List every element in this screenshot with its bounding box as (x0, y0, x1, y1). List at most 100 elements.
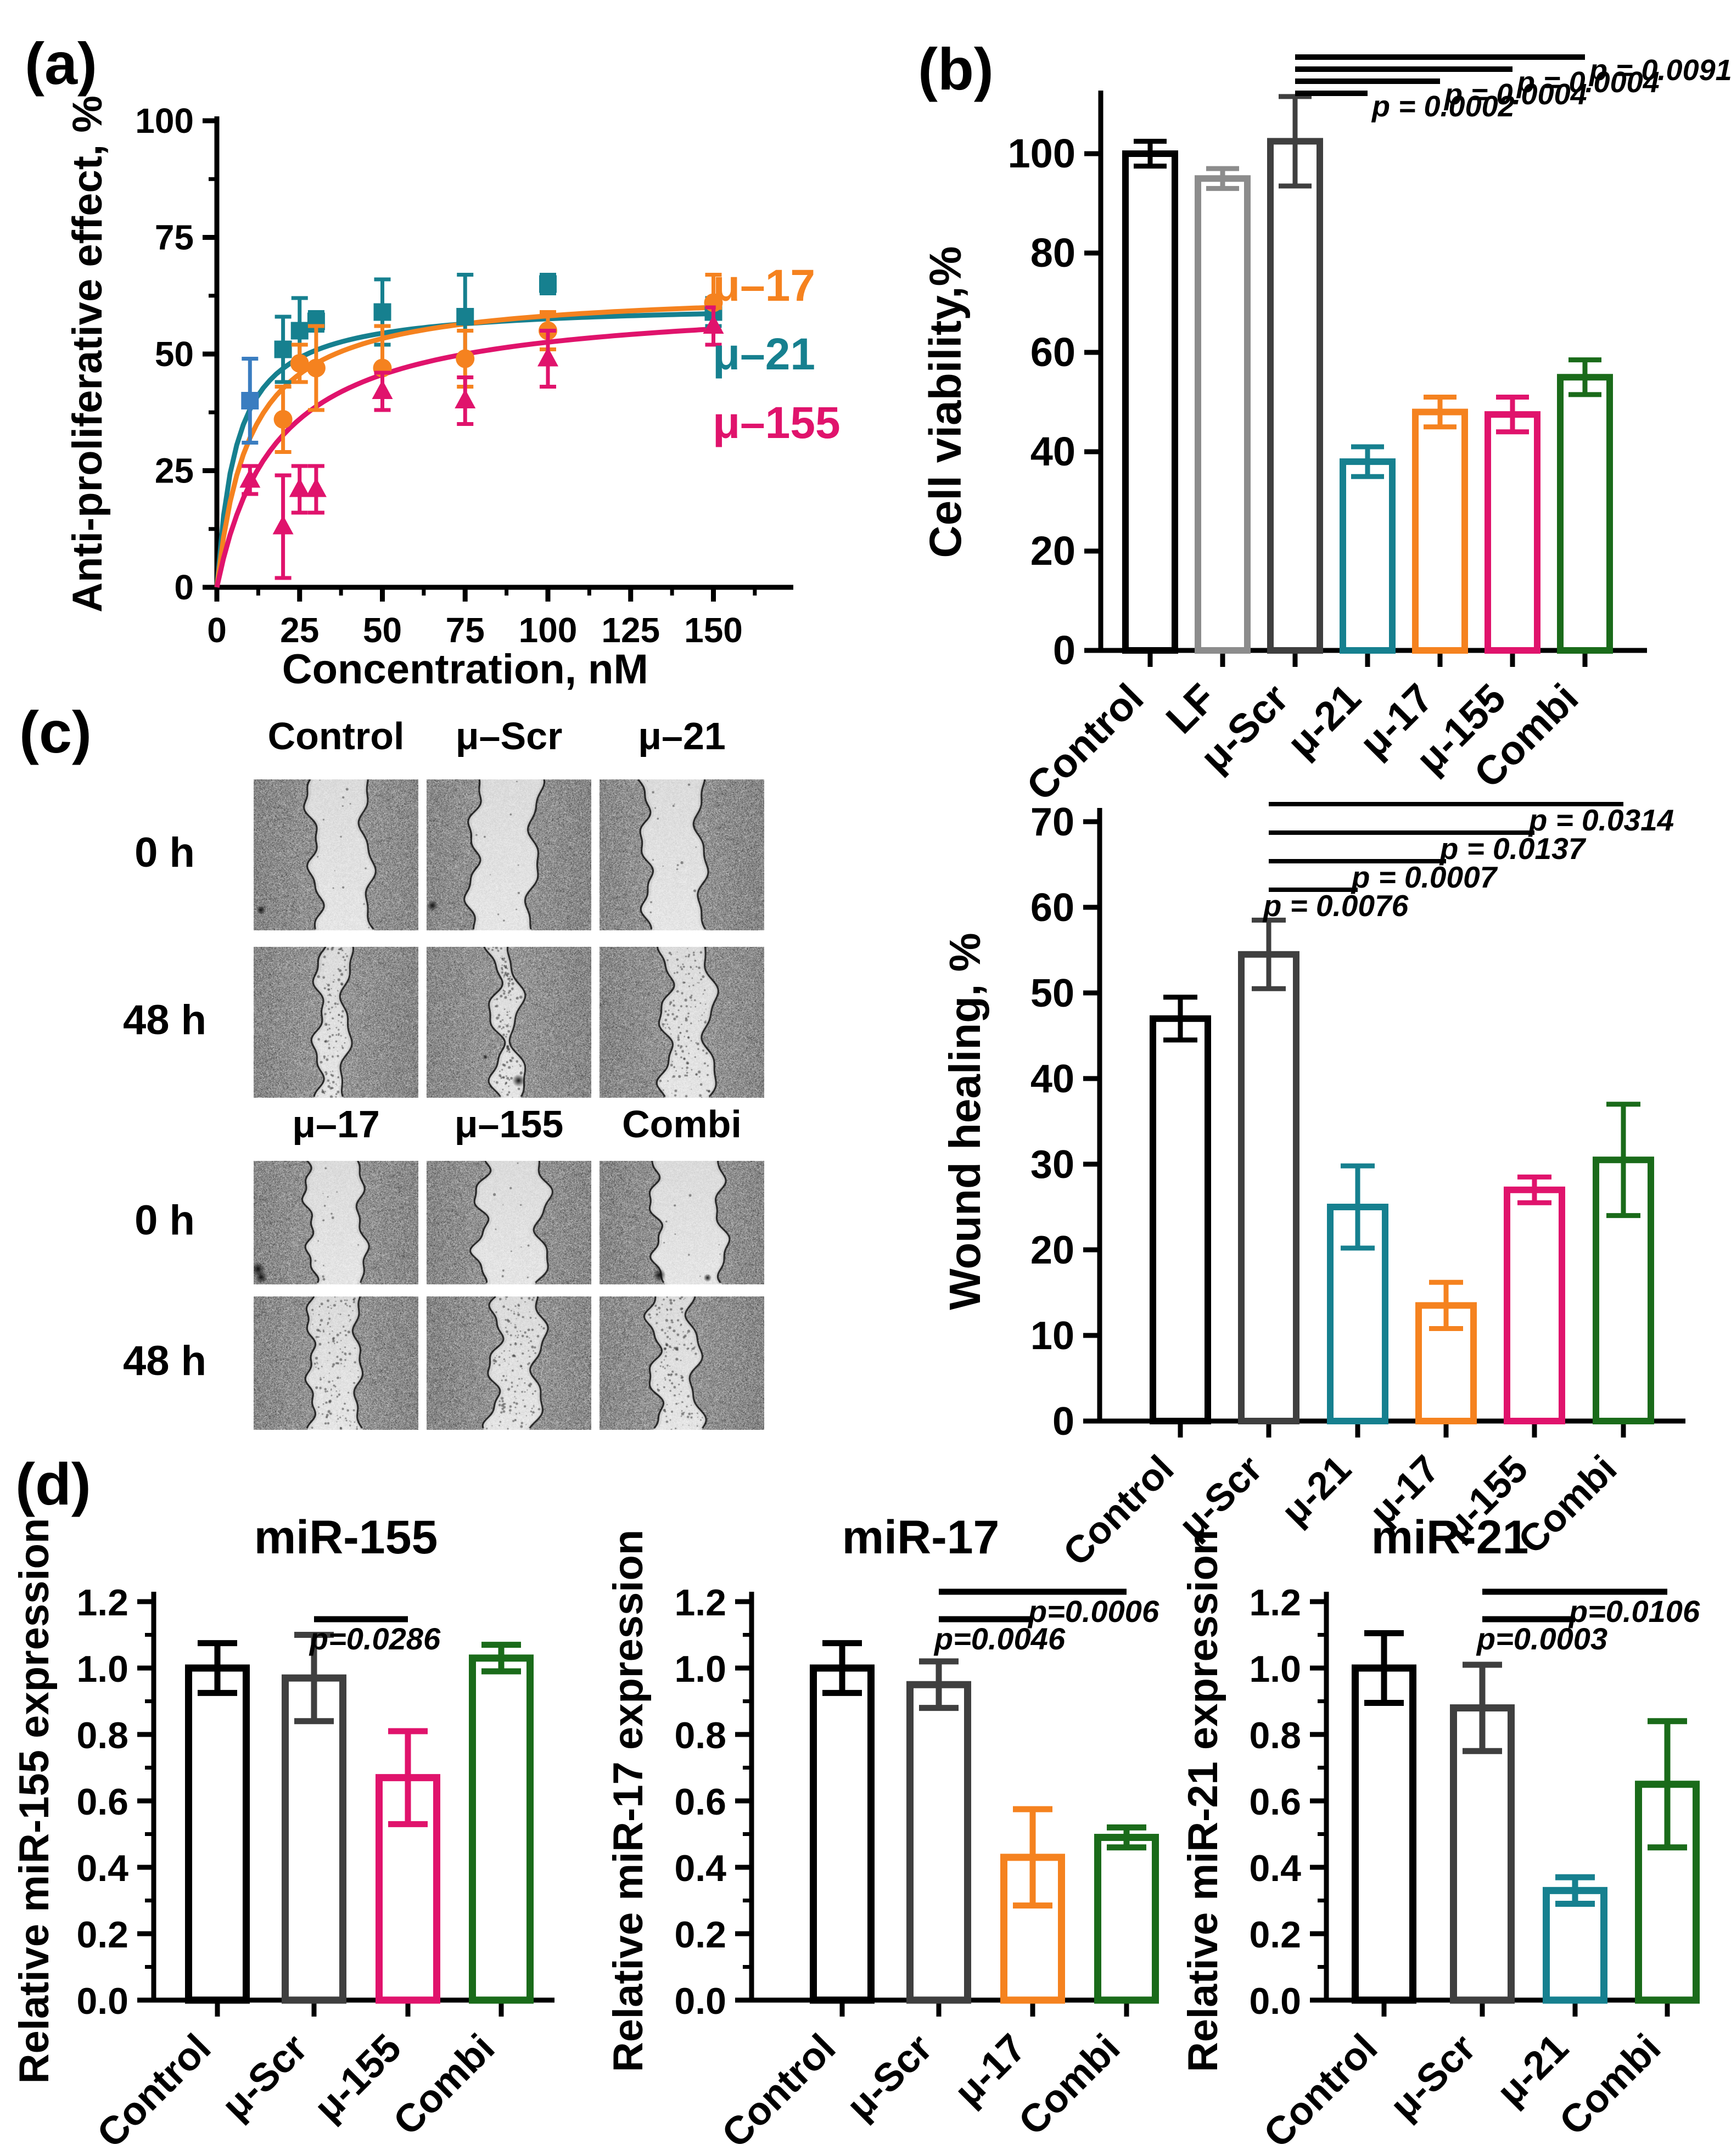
y-tick-label: 0.0 (76, 1980, 128, 2022)
wound-image (254, 779, 418, 930)
p-value-label: p = 0.0137 (1439, 832, 1587, 866)
y-tick-label: 100 (1008, 131, 1075, 176)
data-point-triangle (372, 380, 393, 399)
bar (469, 1654, 534, 2004)
data-point-triangle (239, 468, 261, 488)
data-point-square (456, 308, 474, 325)
data-point-square (290, 322, 309, 340)
category-label: Combi (1010, 2026, 1128, 2144)
y-tick-label: 0.0 (674, 1980, 726, 2022)
p-value-label: p = 0.0007 (1351, 860, 1498, 894)
data-point-square (373, 303, 391, 321)
bar (185, 1664, 250, 2004)
y-tick-label: 1.2 (1249, 1582, 1301, 1624)
bar (1150, 1015, 1211, 1424)
y-tick-label: 40 (1030, 429, 1075, 474)
wound-image (600, 947, 764, 1098)
y-tick-label: 0.2 (1249, 1914, 1301, 1956)
data-point-circle (306, 358, 326, 378)
wound-image (427, 779, 591, 930)
panel-d-label: (d) (15, 1451, 91, 1517)
y-tick-label: 30 (1030, 1143, 1074, 1187)
wound-image (254, 1161, 418, 1284)
y-tick-label: 0.8 (1249, 1715, 1301, 1756)
y-tick-label: 25 (155, 451, 194, 491)
y-tick-label: 20 (1030, 1228, 1074, 1272)
dose-response-chart: 0 25 50 75 100 0 25 50 75 100 125 150 Concentration,… (64, 96, 841, 693)
y-tick-label: 0.2 (76, 1914, 128, 1956)
wound-column-header: μ–155 (454, 1103, 564, 1146)
y-tick-label: 0.6 (76, 1781, 128, 1823)
y-tick-label: 0.8 (76, 1715, 128, 1756)
y-tick-label: 75 (155, 218, 194, 257)
legend-label: μ–21 (713, 329, 815, 379)
bar (1352, 1664, 1416, 2004)
x-tick-label: 25 (280, 610, 319, 650)
y-tick-label: 50 (155, 334, 194, 374)
y-tick-label: 0.4 (674, 1848, 726, 1889)
bar (1195, 175, 1251, 654)
category-label: μ-Scr (838, 2026, 941, 2129)
wound-image (600, 779, 764, 930)
wound-time-label: 48 h (122, 1337, 207, 1384)
wound-column-header: μ–21 (638, 715, 726, 757)
p-value-label: p=0.0006 (1027, 1594, 1159, 1629)
chart-title: miR-21 (1371, 1511, 1529, 1564)
y-tick-label: 50 (1030, 972, 1074, 1015)
category-label: Combi (1551, 2026, 1669, 2144)
x-tick-label: 125 (601, 610, 660, 650)
data-point-triangle (272, 515, 294, 535)
wound-image (427, 1296, 591, 1430)
bar (1094, 1834, 1159, 2004)
x-tick-label: 0 (207, 610, 227, 650)
category-label: Control (1256, 2026, 1386, 2156)
data-point-triangle (537, 347, 558, 367)
y-axis-title: Anti-proliferative effect, % (64, 96, 111, 613)
x-tick-label: 50 (363, 610, 402, 650)
p-value-label: p = 0.0002 (1371, 90, 1515, 123)
p-value-label: p=0.0003 (1476, 1621, 1607, 1656)
wound-image (427, 947, 591, 1098)
mir155-expression-chart: 0.00.20.40.60.81.01.2Controlμ-Scrμ-155Co… (11, 1511, 554, 2156)
data-point-circle (456, 349, 475, 368)
y-tick-label: 60 (1030, 329, 1075, 375)
data-point-circle (273, 410, 293, 429)
y-axis-title: Relative miR-155 expression (11, 1518, 58, 2084)
category-label: Combi (385, 2026, 503, 2144)
y-tick-label: 0 (1053, 627, 1075, 673)
data-point-square (241, 392, 259, 409)
y-tick-label: 0.0 (1249, 1980, 1301, 2022)
y-tick-label: 0.2 (674, 1914, 726, 1956)
wound-image (254, 1296, 418, 1430)
y-tick-label: 1.0 (1249, 1648, 1301, 1690)
x-tick-label: 75 (446, 610, 485, 650)
wound-image (600, 1161, 764, 1284)
category-label: Control (89, 2026, 220, 2156)
p-value-label: p=0.0286 (309, 1621, 441, 1656)
y-tick-label: 1.2 (76, 1582, 128, 1624)
p-value-label: p=0.0106 (1568, 1594, 1700, 1629)
category-label: μ-17 (946, 2026, 1034, 2114)
y-tick-label: 0.6 (674, 1781, 726, 1823)
y-tick-label: 1.2 (674, 1582, 726, 1624)
wound-column-header: μ–17 (292, 1103, 380, 1146)
wound-column-header: μ–Scr (455, 715, 563, 757)
wound-time-label: 48 h (122, 996, 207, 1043)
y-axis-title: Cell viability,% (921, 246, 971, 558)
y-tick-label: 20 (1030, 528, 1075, 574)
bar (1484, 411, 1540, 654)
x-tick-label: 100 (519, 610, 578, 650)
y-axis-title: Relative miR-17 expression (605, 1530, 652, 2072)
data-point-square (539, 275, 557, 293)
wound-column-header: Control (267, 715, 405, 757)
y-tick-label: 0.4 (76, 1848, 128, 1889)
bar (1504, 1186, 1565, 1424)
y-tick-label: 10 (1030, 1314, 1074, 1358)
data-point-triangle (305, 478, 327, 497)
bar (906, 1681, 971, 2004)
y-tick-label: 1.0 (674, 1648, 726, 1690)
legend-label: μ–155 (713, 398, 841, 448)
bar (282, 1674, 346, 2004)
